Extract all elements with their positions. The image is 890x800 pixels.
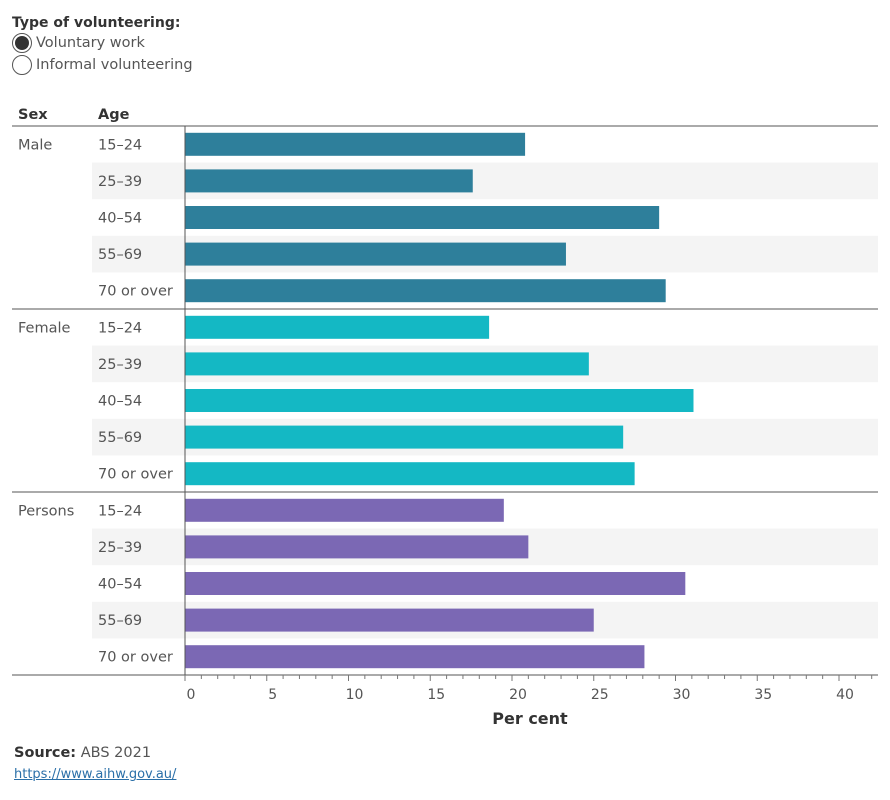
x-tick-label: 35 <box>754 687 772 703</box>
source-note: Source: ABS 2021 <box>14 745 151 761</box>
bar-male-3 <box>185 206 660 229</box>
age-label: 25–39 <box>98 174 142 190</box>
column-header-age: Age <box>98 107 130 123</box>
age-label: 15–24 <box>98 503 142 519</box>
age-label: 25–39 <box>98 540 142 556</box>
x-tick-label: 40 <box>836 687 854 703</box>
age-label: 70 or over <box>98 284 173 300</box>
bar-female-4 <box>185 425 624 449</box>
x-tick-label: 0 <box>187 687 196 703</box>
sex-label-persons: Persons <box>18 503 74 519</box>
radio-unselected-icon[interactable] <box>12 55 32 75</box>
bar-persons-4 <box>185 608 594 632</box>
x-tick-label: 10 <box>346 687 364 703</box>
x-tick-label: 20 <box>509 687 527 703</box>
age-label: 40–54 <box>98 577 142 593</box>
age-label: 15–24 <box>98 320 142 336</box>
bar-female-3 <box>185 389 694 412</box>
bar-persons-1 <box>185 498 504 522</box>
x-tick-label: 30 <box>673 687 691 703</box>
age-label: 55–69 <box>98 430 142 446</box>
bar-female-1 <box>185 315 490 339</box>
bar-persons-2 <box>185 535 529 559</box>
bar-female-5 <box>185 462 635 486</box>
sex-label-female: Female <box>18 320 71 336</box>
x-tick-label: 15 <box>427 687 445 703</box>
radio-selected-icon[interactable] <box>12 33 32 53</box>
source-link[interactable]: https://www.aihw.gov.au/ <box>14 767 177 782</box>
bar-persons-5 <box>185 645 645 669</box>
age-label: 55–69 <box>98 613 142 629</box>
radio-label: Informal volunteering <box>36 57 193 73</box>
bar-chart: 15–24 25–39 40–54 55–69 70 or over Male 15–24 2… <box>12 125 878 728</box>
bar-female-2 <box>185 352 589 376</box>
age-label: 55–69 <box>98 247 142 263</box>
age-label: 40–54 <box>98 394 142 410</box>
radio-label: Voluntary work <box>36 35 145 51</box>
bar-male-2 <box>185 169 473 193</box>
bar-male-1 <box>185 132 526 156</box>
bar-persons-3 <box>185 572 686 595</box>
radio-option-informal-volunteering[interactable]: Informal volunteering <box>12 54 193 76</box>
bar-male-5 <box>185 279 666 303</box>
age-label: 25–39 <box>98 357 142 373</box>
volunteering-type-filter: Type of volunteering: Voluntary work Inf… <box>12 14 193 76</box>
sex-label-male: Male <box>18 137 52 153</box>
filter-title: Type of volunteering: <box>12 15 181 31</box>
column-header-sex: Sex <box>18 107 48 123</box>
source-text: ABS 2021 <box>76 745 152 761</box>
x-axis-title: Per cent <box>492 709 568 728</box>
x-tick-label: 25 <box>591 687 609 703</box>
x-tick-label: 5 <box>268 687 277 703</box>
radio-option-voluntary-work[interactable]: Voluntary work <box>12 32 193 54</box>
bar-male-4 <box>185 242 566 266</box>
age-label: 70 or over <box>98 650 173 666</box>
age-label: 15–24 <box>98 137 142 153</box>
age-label: 70 or over <box>98 467 173 483</box>
age-label: 40–54 <box>98 211 142 227</box>
source-label: Source: <box>14 745 77 761</box>
